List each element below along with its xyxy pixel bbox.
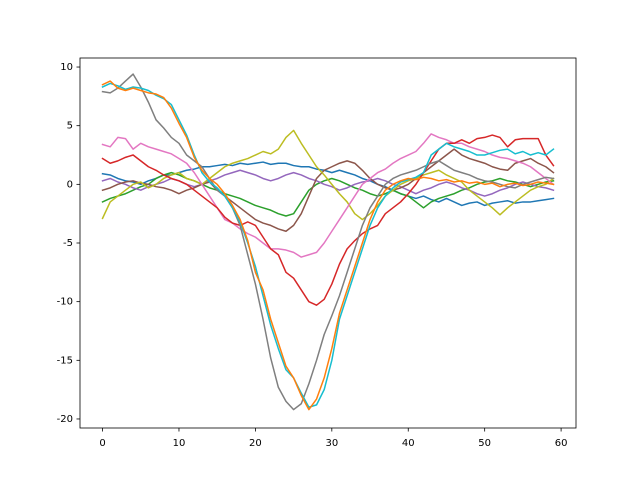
x-tick-label: 20 xyxy=(249,438,262,449)
y-tick-label: -5 xyxy=(63,238,73,249)
series-line xyxy=(101,133,555,258)
x-tick-label: 50 xyxy=(478,438,491,449)
x-tick-label: 10 xyxy=(173,438,186,449)
y-tick-label: -20 xyxy=(57,414,73,425)
x-tick-label: 60 xyxy=(555,438,568,449)
series-line xyxy=(101,82,555,408)
x-tick-label: 40 xyxy=(402,438,415,449)
x-tick-label: 30 xyxy=(325,438,338,449)
x-tick-label: 0 xyxy=(99,438,105,449)
series-line xyxy=(101,148,555,233)
series-line xyxy=(101,73,555,411)
y-tick-label: 5 xyxy=(67,121,73,132)
y-tick-label: 0 xyxy=(67,179,73,190)
series-line xyxy=(101,134,555,306)
series-line xyxy=(101,129,555,221)
y-tick-label: 10 xyxy=(60,62,73,73)
y-tick-label: -15 xyxy=(57,355,73,366)
y-tick-label: -10 xyxy=(57,297,73,308)
series-line xyxy=(101,80,555,411)
plot-area xyxy=(101,73,555,411)
